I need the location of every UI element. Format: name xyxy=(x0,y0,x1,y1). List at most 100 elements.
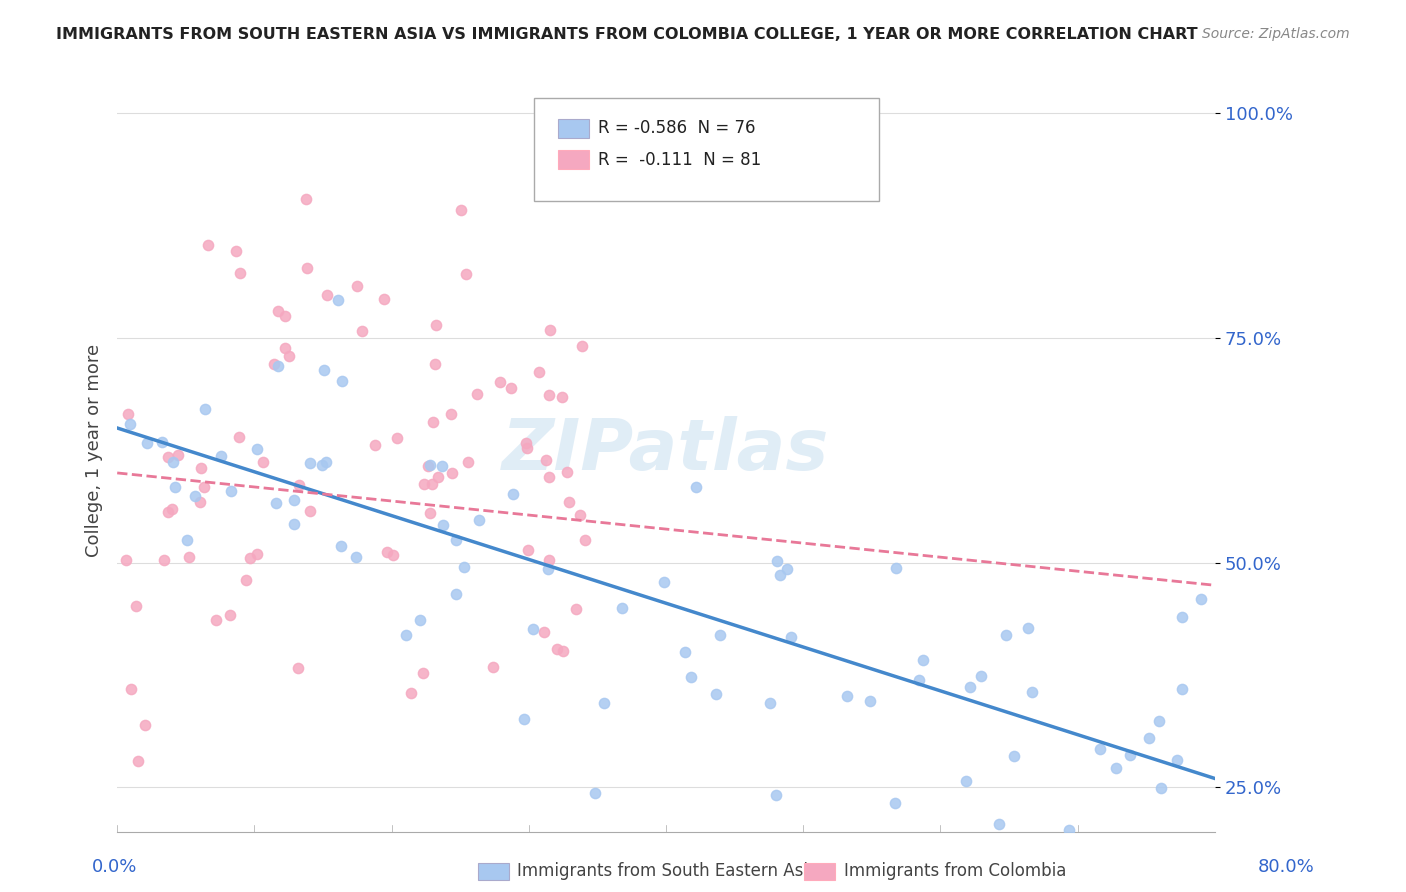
Text: Immigrants from Colombia: Immigrants from Colombia xyxy=(844,863,1066,880)
Point xyxy=(780,631,803,645)
Text: R =  -0.111  N = 81: R = -0.111 N = 81 xyxy=(598,151,761,169)
Point xyxy=(502,487,524,501)
Text: R = -0.586  N = 76: R = -0.586 N = 76 xyxy=(598,120,755,137)
Point xyxy=(246,547,269,561)
Point xyxy=(299,456,322,470)
Point xyxy=(453,560,475,574)
Point xyxy=(468,513,491,527)
Point xyxy=(329,539,352,553)
Point xyxy=(385,431,408,445)
Point xyxy=(988,817,1011,831)
Point xyxy=(959,681,981,695)
Point xyxy=(184,489,207,503)
Point xyxy=(553,643,575,657)
Point xyxy=(228,430,250,444)
Point xyxy=(176,533,198,547)
Point xyxy=(264,496,287,510)
Point xyxy=(295,192,318,206)
Point xyxy=(1170,610,1192,624)
Point xyxy=(197,238,219,252)
Point xyxy=(278,350,301,364)
Point xyxy=(969,669,991,683)
Point xyxy=(489,375,512,389)
Point xyxy=(150,434,173,449)
Point xyxy=(190,460,212,475)
Point xyxy=(610,600,633,615)
Point xyxy=(765,788,787,802)
Point xyxy=(267,304,290,318)
Point xyxy=(235,573,257,587)
Point xyxy=(252,455,274,469)
Point xyxy=(551,390,574,404)
Point xyxy=(419,507,441,521)
Point xyxy=(344,549,367,564)
Point xyxy=(420,477,443,491)
Point xyxy=(373,292,395,306)
Point xyxy=(263,357,285,371)
Point xyxy=(395,628,418,642)
Point xyxy=(134,717,156,731)
Point xyxy=(759,696,782,710)
Point xyxy=(704,687,727,701)
Point xyxy=(382,549,405,563)
Point xyxy=(440,407,463,421)
Point xyxy=(522,622,544,636)
Point xyxy=(859,694,882,708)
Point xyxy=(516,441,538,455)
Point xyxy=(209,450,232,464)
Point xyxy=(835,689,858,703)
Point xyxy=(399,686,422,700)
Point xyxy=(454,267,477,281)
Point xyxy=(315,455,337,469)
Text: IMMIGRANTS FROM SOUTH EASTERN ASIA VS IMMIGRANTS FROM COLOMBIA COLLEGE, 1 YEAR O: IMMIGRANTS FROM SOUTH EASTERN ASIA VS IM… xyxy=(56,27,1198,42)
Point xyxy=(457,455,479,469)
Text: Source: ZipAtlas.com: Source: ZipAtlas.com xyxy=(1202,27,1350,41)
Point xyxy=(1002,749,1025,764)
Point xyxy=(432,518,454,533)
Point xyxy=(766,554,789,568)
Point xyxy=(583,786,606,800)
Point xyxy=(375,545,398,559)
Point xyxy=(205,613,228,627)
Point xyxy=(194,401,217,416)
Point xyxy=(516,542,538,557)
Point xyxy=(274,341,297,355)
Point xyxy=(127,754,149,768)
Point xyxy=(538,322,561,336)
Point xyxy=(416,459,439,474)
Point xyxy=(120,417,142,431)
Point xyxy=(153,552,176,566)
Point xyxy=(157,450,180,465)
Point xyxy=(419,458,441,472)
Point xyxy=(1105,760,1128,774)
Point xyxy=(412,477,434,491)
Point xyxy=(681,670,703,684)
Point xyxy=(246,442,269,456)
Point xyxy=(409,613,432,627)
Point xyxy=(115,553,138,567)
Point xyxy=(884,796,907,810)
Y-axis label: College, 1 year or more: College, 1 year or more xyxy=(86,344,103,557)
Point xyxy=(117,407,139,421)
Point xyxy=(569,508,592,523)
Point xyxy=(239,551,262,566)
Point xyxy=(571,339,593,353)
Point xyxy=(467,386,489,401)
Point xyxy=(515,436,537,450)
Point xyxy=(219,483,242,498)
Point xyxy=(1057,823,1080,838)
Point xyxy=(564,602,586,616)
Point xyxy=(193,480,215,494)
Point xyxy=(225,244,247,259)
Point xyxy=(412,666,434,681)
Point xyxy=(652,575,675,590)
Point xyxy=(311,458,333,472)
Text: ZIPatlas: ZIPatlas xyxy=(502,416,830,485)
Point xyxy=(911,653,934,667)
Point xyxy=(350,324,373,338)
Point xyxy=(955,773,977,788)
Point xyxy=(160,501,183,516)
Point xyxy=(1118,747,1140,762)
Point xyxy=(482,660,505,674)
Point xyxy=(538,553,561,567)
